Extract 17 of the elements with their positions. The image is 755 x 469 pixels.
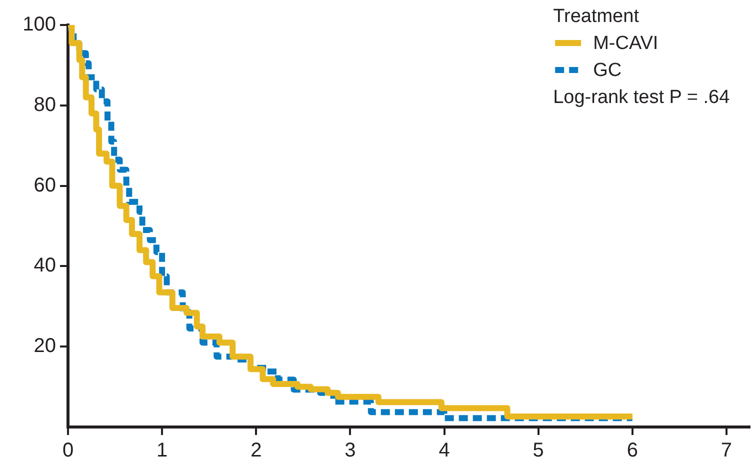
y-tick-label: 100: [22, 14, 56, 36]
y-tick-label: 40: [34, 254, 56, 277]
x-tick-label: 3: [344, 440, 356, 462]
annotation: Log-rank test P = .64: [553, 87, 730, 108]
legend-label: GC: [593, 60, 622, 82]
y-tick-label: 20: [34, 335, 56, 358]
x-tick-label: 2: [250, 440, 262, 462]
x-tick-label: 7: [720, 440, 732, 462]
x-tick-label: 1: [156, 440, 168, 462]
legend-title: Treatment: [553, 6, 640, 28]
legend-label: M-CAVI: [593, 33, 658, 54]
x-tick-label: 4: [438, 440, 450, 462]
x-tick-label: 5: [532, 440, 544, 462]
x-tick-label: 0: [62, 440, 74, 462]
y-tick-label: 80: [34, 94, 56, 116]
x-tick-label: 6: [626, 440, 638, 462]
y-tick-label: 60: [34, 174, 56, 196]
